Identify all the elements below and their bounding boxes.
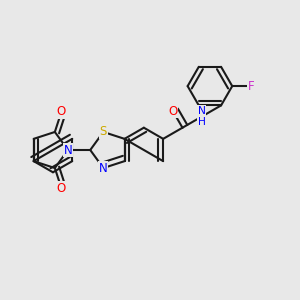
Text: N: N	[99, 161, 108, 175]
Text: O: O	[57, 105, 66, 118]
Text: N
H: N H	[198, 106, 206, 128]
Text: O: O	[168, 105, 178, 118]
Text: N: N	[64, 143, 72, 157]
Text: O: O	[57, 182, 66, 195]
Text: S: S	[100, 125, 107, 139]
Text: F: F	[248, 80, 254, 93]
